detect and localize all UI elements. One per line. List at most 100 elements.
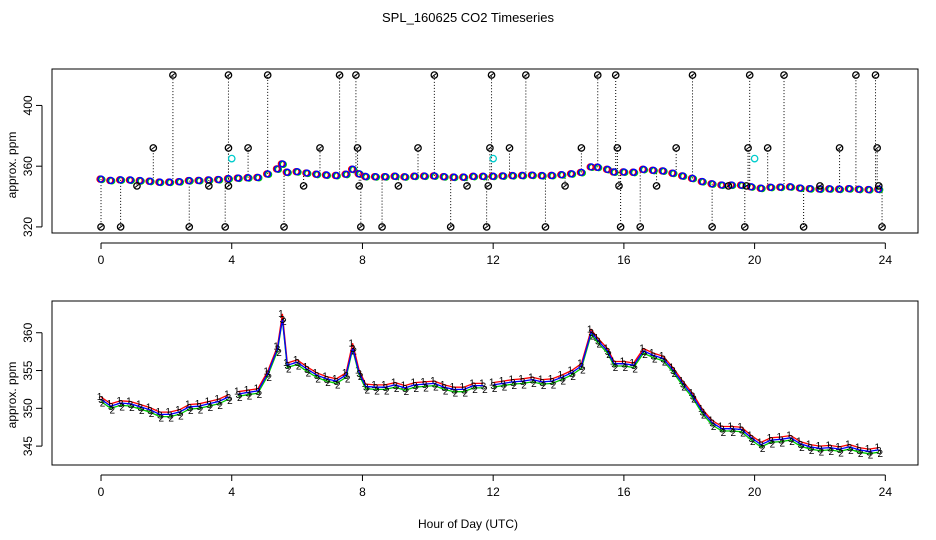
baseline-point-blue — [518, 171, 527, 180]
spike-point — [335, 71, 344, 79]
series-green-point: 2 — [276, 348, 282, 359]
series-green-point: 2 — [551, 380, 557, 391]
baseline-point-blue — [440, 172, 448, 181]
spike-point-slash — [618, 225, 623, 229]
bottom-x-tick-label: 20 — [748, 485, 762, 499]
spike-point-slash — [134, 184, 140, 188]
series-blue-point: 3 — [798, 440, 804, 451]
series-red-point: 1 — [459, 382, 465, 393]
series-blue-point: 3 — [611, 360, 617, 371]
spike-point-slash — [801, 225, 806, 229]
spike-point — [299, 182, 308, 190]
series-green-point: 2 — [374, 386, 380, 397]
baseline-point-blue — [165, 178, 174, 186]
series-green-point: 2 — [325, 378, 331, 389]
spike-point-slash — [355, 146, 360, 150]
series-green-point: 2 — [188, 406, 194, 417]
series-green-point: 2 — [237, 393, 243, 404]
series-green-point: 2 — [570, 372, 576, 383]
baseline-point-blue — [195, 176, 203, 185]
series-blue-point: 3 — [441, 383, 447, 394]
baseline-point-blue — [489, 172, 497, 180]
series-red-point: 1 — [538, 375, 544, 386]
baseline-point-blue — [234, 174, 242, 182]
series-blue-point: 3 — [226, 393, 232, 404]
spike-point-slash — [747, 73, 753, 77]
spike-point — [482, 223, 491, 231]
bottom-x-tick-label: 8 — [359, 485, 366, 499]
baseline-point-blue — [737, 181, 746, 189]
series-blue-point: 3 — [866, 447, 872, 458]
baseline-point-blue — [322, 171, 331, 179]
bottom-x-tick-label: 12 — [486, 485, 500, 499]
series-red-point: 1 — [97, 392, 103, 403]
series-red-point: 1 — [348, 338, 354, 349]
series-red-point: 1 — [107, 399, 113, 410]
series-blue-point: 3 — [422, 380, 428, 391]
series-green-point: 2 — [590, 331, 596, 342]
baseline-point-blue — [577, 168, 586, 177]
series-blue-point: 3 — [314, 371, 320, 382]
spike-point-slash — [726, 184, 731, 188]
series-green-point: 2 — [580, 365, 586, 376]
spike-point-slash — [206, 184, 212, 188]
series-red-point: 1 — [205, 397, 211, 408]
series-red-point: 1 — [835, 442, 841, 453]
series-green-point: 2 — [642, 350, 648, 361]
series-red-point: 1 — [381, 380, 387, 391]
series-blue-point: 3 — [827, 444, 833, 455]
spike-point-slash — [358, 225, 364, 229]
spike-point-slash — [613, 73, 619, 77]
series-blue-point: 3 — [216, 398, 222, 409]
spike-point-slash — [745, 146, 751, 150]
baseline-point-blue — [528, 171, 537, 179]
series-red-point: 1 — [757, 437, 763, 448]
series-green-point: 2 — [453, 389, 459, 400]
series-red-point: 1 — [126, 397, 132, 408]
series-green-point: 2 — [472, 385, 478, 396]
series-red-point: 1 — [254, 384, 260, 395]
baseline-point-blue — [509, 171, 517, 180]
spike-point-slash — [874, 146, 880, 150]
baseline-point-blue — [185, 176, 193, 185]
series-blue-point: 3 — [280, 315, 286, 326]
spike-point-slash — [281, 225, 287, 229]
spike-point — [378, 223, 386, 231]
series-blue-point: 3 — [768, 436, 774, 447]
top-y-tick-label: 360 — [21, 156, 35, 176]
series-green-point: 2 — [266, 373, 272, 384]
series-red-point: 1 — [401, 381, 407, 392]
spike-point — [874, 182, 883, 190]
spike-point-slash — [170, 73, 176, 77]
series-blue-point: 3 — [670, 366, 676, 377]
top-x-tick-label: 8 — [359, 253, 366, 267]
baseline-point-blue — [342, 170, 350, 178]
bottom-y-tick-label: 350 — [21, 398, 35, 418]
bottom-x-tick-label: 16 — [617, 485, 631, 499]
spike-point — [688, 71, 697, 79]
series-blue-point: 3 — [749, 434, 755, 445]
spike-point-slash — [637, 225, 643, 229]
baseline-point-blue — [381, 172, 390, 181]
spike-point — [221, 223, 230, 231]
series-green-point: 2 — [711, 422, 717, 433]
spike-point-slash — [356, 184, 362, 188]
spike-point-slash — [709, 225, 715, 229]
spike-point-slash — [464, 184, 470, 188]
series-red-point: 1 — [469, 378, 475, 389]
series-red-point: 1 — [816, 441, 822, 452]
spike-point-slash — [226, 184, 231, 188]
series-red-point: 1 — [303, 362, 309, 373]
spike-point-slash — [654, 184, 659, 188]
series-red-point: 1 — [450, 382, 456, 393]
series-blue-point: 3 — [588, 328, 594, 339]
series-blue-point: 3 — [530, 376, 536, 387]
baseline-point-blue — [254, 173, 262, 182]
series-blue-point: 3 — [510, 378, 516, 389]
series-green-point: 2 — [119, 402, 125, 413]
series-red-point: 1 — [518, 374, 524, 385]
series-green-point: 2 — [541, 381, 547, 392]
top-x-tick-label: 12 — [486, 253, 500, 267]
series-green-point: 2 — [413, 384, 419, 395]
baseline-point-blue — [303, 169, 311, 177]
